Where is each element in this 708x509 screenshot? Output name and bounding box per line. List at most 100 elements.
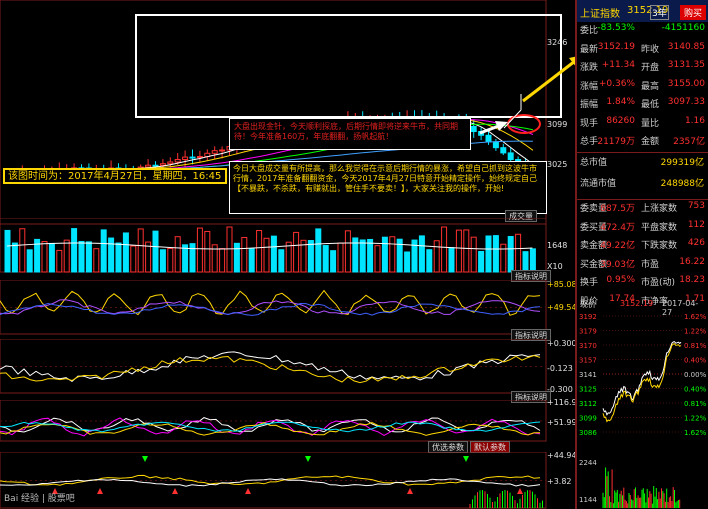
- quote-value: 426: [687, 238, 705, 248]
- quote-key: 金额: [641, 137, 660, 147]
- volume-bar: [108, 237, 115, 273]
- volume-bar: [56, 249, 63, 273]
- quote-row: 卖金额 49.22亿 下跌家数 426: [577, 238, 707, 256]
- quote-row: 涨幅 +0.36% 最高 3155.00: [577, 79, 707, 97]
- candle-body: [470, 126, 477, 133]
- volume-bar: [174, 236, 181, 273]
- main-ylabel-low: 3025: [547, 160, 568, 169]
- candle-body: [182, 156, 189, 160]
- volume-bar: [478, 250, 485, 273]
- volume-bar: [522, 251, 529, 273]
- volume-bar: [211, 244, 218, 273]
- quote-row: 总手 21179万 金额 2357亿: [577, 134, 707, 152]
- intraday-price-line: [602, 341, 682, 416]
- quote-key: 委比: [580, 26, 599, 36]
- indicator-info-button-1[interactable]: 指标说明: [511, 270, 551, 282]
- candle-body: [196, 156, 203, 159]
- quote-value: 1.84%: [606, 97, 635, 107]
- volume-bar: [485, 235, 492, 273]
- volume-bar: [507, 236, 514, 273]
- volume-bar: [278, 249, 285, 273]
- indicator-info-button-2[interactable]: 指标说明: [511, 329, 551, 341]
- ind2-label-low: -0.300: [547, 385, 573, 394]
- quote-key: 最低: [641, 100, 660, 110]
- intraday-chart[interactable]: 3192 1.62% 3179 1.22% 3170 0.81% 3157 0.40% 3141…: [577, 310, 708, 509]
- candle-body: [211, 150, 218, 154]
- quote-rows: 委比 -83.53% -4151160 最新 3152.19 昨收 3140.85 涨跌 +11…: [577, 23, 708, 153]
- intraday-left-tick: 3157: [579, 357, 597, 365]
- quote-panel: 上证指数 3152.19 3年 购买 委比 -83.53% -4151160 最新 31…: [577, 0, 708, 509]
- volume-bar: [352, 237, 359, 273]
- volume-bar: [293, 231, 300, 273]
- chart-area[interactable]: 3246 3099 3025 大盘出现金针，今天顺利探底，后期行情即将逆来牛市，…: [0, 0, 583, 509]
- indicator-panel-3: [0, 400, 547, 442]
- volume-bar: [167, 248, 174, 273]
- volume-bar: [100, 229, 107, 273]
- quote-value: 3140.85: [667, 41, 705, 52]
- volume-bar: [78, 240, 85, 273]
- volume-bar: [322, 245, 329, 273]
- intraday-right-tick: 1.22%: [684, 415, 707, 423]
- volume-bar: [470, 236, 477, 273]
- quote-key: 换手: [580, 278, 599, 288]
- highlight-rect: [135, 14, 562, 118]
- buy-signal-arrow: [52, 488, 58, 494]
- candle-body: [219, 149, 226, 152]
- volume-bar: [374, 245, 381, 273]
- indicator-line: [0, 351, 541, 383]
- quote-key: 委买量: [580, 222, 608, 233]
- intraday-volume-tick: 2244: [579, 459, 597, 467]
- sell-signal-arrow: [142, 456, 148, 462]
- quote-value: -4151160: [661, 23, 705, 33]
- intraday-left-tick: 3192: [579, 313, 597, 321]
- period-button[interactable]: 3年: [650, 5, 669, 20]
- buy-button[interactable]: 购买: [680, 5, 707, 20]
- main-ylabel-top: 3246: [547, 38, 568, 47]
- volume-button[interactable]: 成交量: [505, 210, 537, 222]
- intraday-header: 现价 3152.19 2017-04-27: [577, 298, 708, 317]
- quote-value: 86260: [606, 115, 635, 126]
- volume-ma-line: [6, 242, 533, 250]
- quote-key: 总手: [580, 137, 599, 147]
- indicator-line: [0, 422, 540, 436]
- sep-1: [577, 152, 708, 153]
- intraday-right-tick: 0.40%: [684, 357, 707, 365]
- panel-divider: [575, 0, 577, 509]
- indicator-line: [0, 417, 541, 437]
- intraday-right-tick: 0.00%: [684, 371, 707, 379]
- volume-bar: [256, 230, 263, 273]
- volume-bar: [515, 233, 522, 273]
- quote-key: 涨跌: [580, 63, 599, 73]
- intraday-left-tick: 3141: [579, 371, 597, 379]
- volume-bar: [270, 235, 277, 273]
- ind3-label-top: +116.9: [547, 398, 577, 407]
- quote-row: 振幅 1.84% 最低 3097.33: [577, 97, 707, 115]
- watermark: Bai 经验 | 股票吧: [4, 494, 75, 504]
- indicator-line: [0, 289, 541, 316]
- quote-value: 472.4万: [600, 222, 635, 233]
- intraday-label: 现价: [580, 300, 596, 309]
- volume-bar: [159, 249, 166, 273]
- volume-bar: [204, 230, 211, 273]
- order-rows: 委卖量 887.5万 上涨家数 753 委买量 472.4万 平盘家数 112 卖金额 49.22…: [577, 201, 708, 307]
- date-label: 该图时间为：2017年4月27日，星期四，16:45: [3, 168, 227, 184]
- buy-signal-arrow: [517, 488, 523, 494]
- volume-bar: [226, 226, 233, 273]
- ind2-label-top: +0.300: [547, 339, 577, 348]
- quote-header: 上证指数 3152.19 3年 购买: [577, 0, 708, 22]
- intraday-left-tick: 3125: [579, 386, 597, 394]
- quote-value: 299319亿: [660, 158, 704, 168]
- candle-body: [167, 161, 174, 165]
- quote-value: 49.22亿: [600, 241, 635, 251]
- quote-key: 市净率: [641, 296, 669, 307]
- volume-bar: [85, 241, 92, 273]
- quote-value: 16.22: [679, 256, 705, 267]
- quote-key: 振幅: [580, 100, 599, 110]
- quote-key: 下跌家数: [641, 241, 678, 251]
- quote-value: 3097.33: [667, 97, 705, 107]
- intraday-right-tick: 1.62%: [684, 313, 707, 321]
- header-title: 上证指数: [580, 9, 620, 20]
- quote-row: 流通市值 248988亿: [577, 176, 707, 194]
- indicator-line: [0, 354, 541, 384]
- volume-bar: [248, 248, 255, 273]
